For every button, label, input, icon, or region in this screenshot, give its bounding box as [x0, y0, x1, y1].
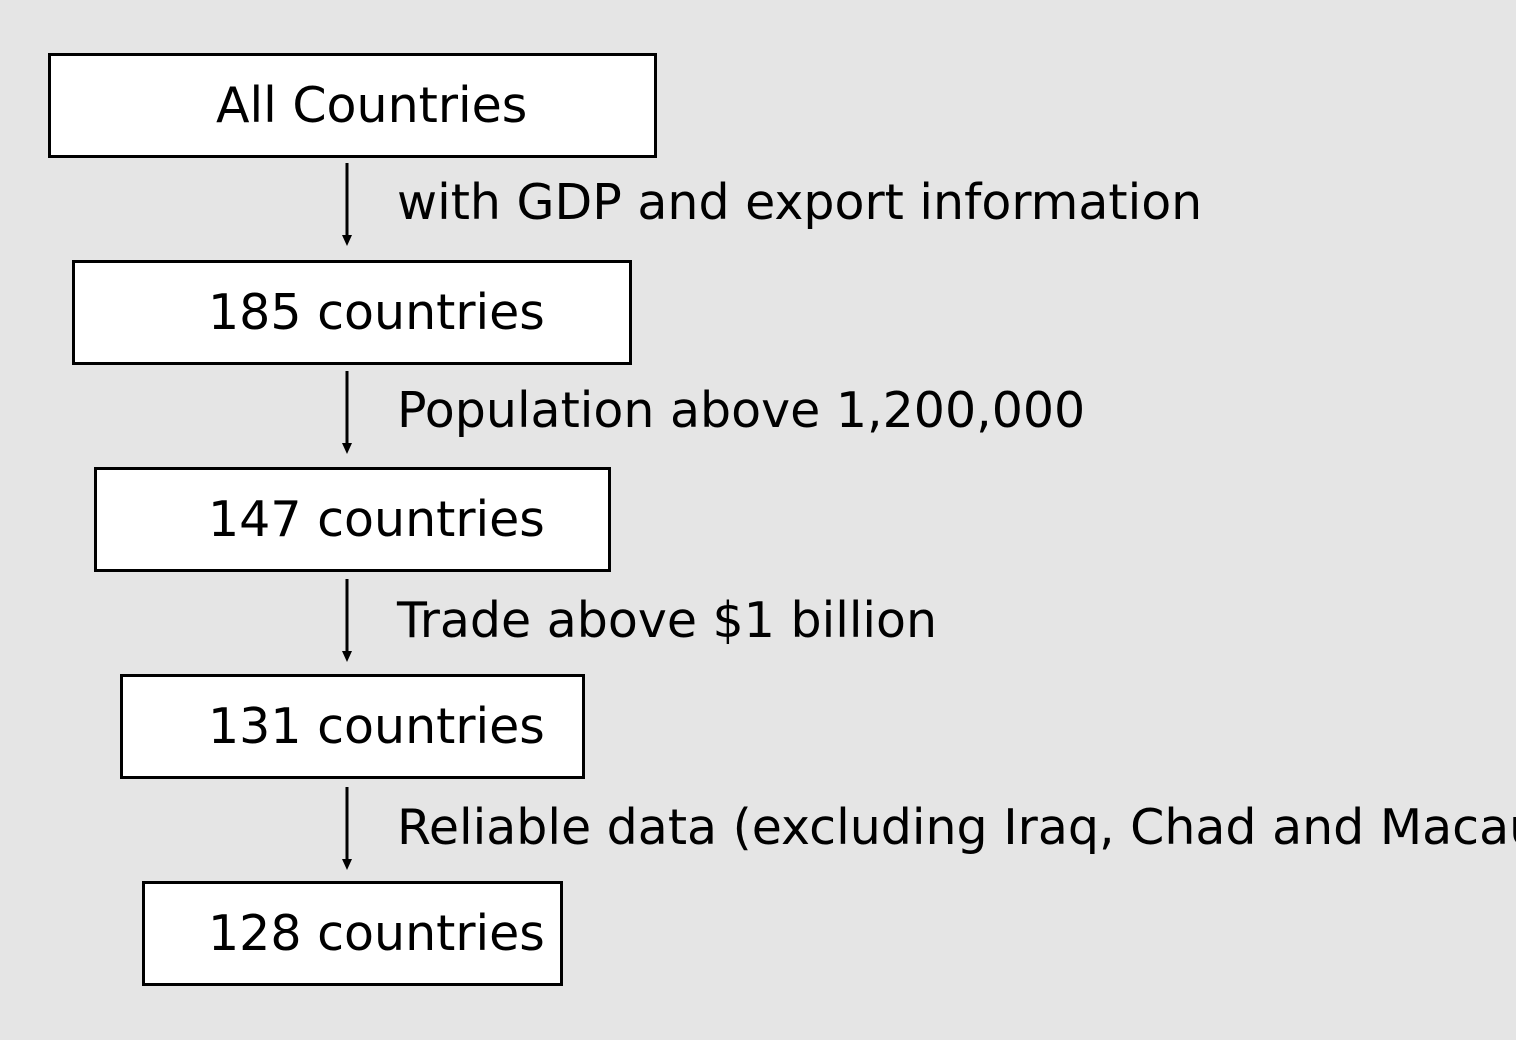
flow-box-label: 147 countries — [208, 491, 545, 548]
flow-arrow-3 — [342, 579, 352, 663]
flow-box-all-countries: All Countries — [48, 53, 657, 158]
flow-step-label-1: with GDP and export information — [397, 174, 1203, 231]
flow-step-label-2: Population above 1,200,000 — [397, 382, 1086, 439]
flow-arrow-1 — [342, 163, 352, 247]
flow-box-label: 185 countries — [208, 284, 545, 341]
flow-box-128-countries: 128 countries — [142, 881, 563, 986]
flow-box-131-countries: 131 countries — [120, 674, 585, 779]
flow-box-185-countries: 185 countries — [72, 260, 632, 365]
flow-box-147-countries: 147 countries — [94, 467, 611, 572]
flow-arrow-4 — [342, 787, 352, 871]
flow-step-label-4: Reliable data (excluding Iraq, Chad and … — [397, 799, 1516, 856]
flow-step-label-3: Trade above $1 billion — [397, 592, 938, 649]
flow-arrow-2 — [342, 371, 352, 455]
flow-box-label: 128 countries — [208, 905, 545, 962]
flow-box-label: 131 countries — [208, 698, 545, 755]
flow-box-label: All Countries — [216, 77, 528, 134]
